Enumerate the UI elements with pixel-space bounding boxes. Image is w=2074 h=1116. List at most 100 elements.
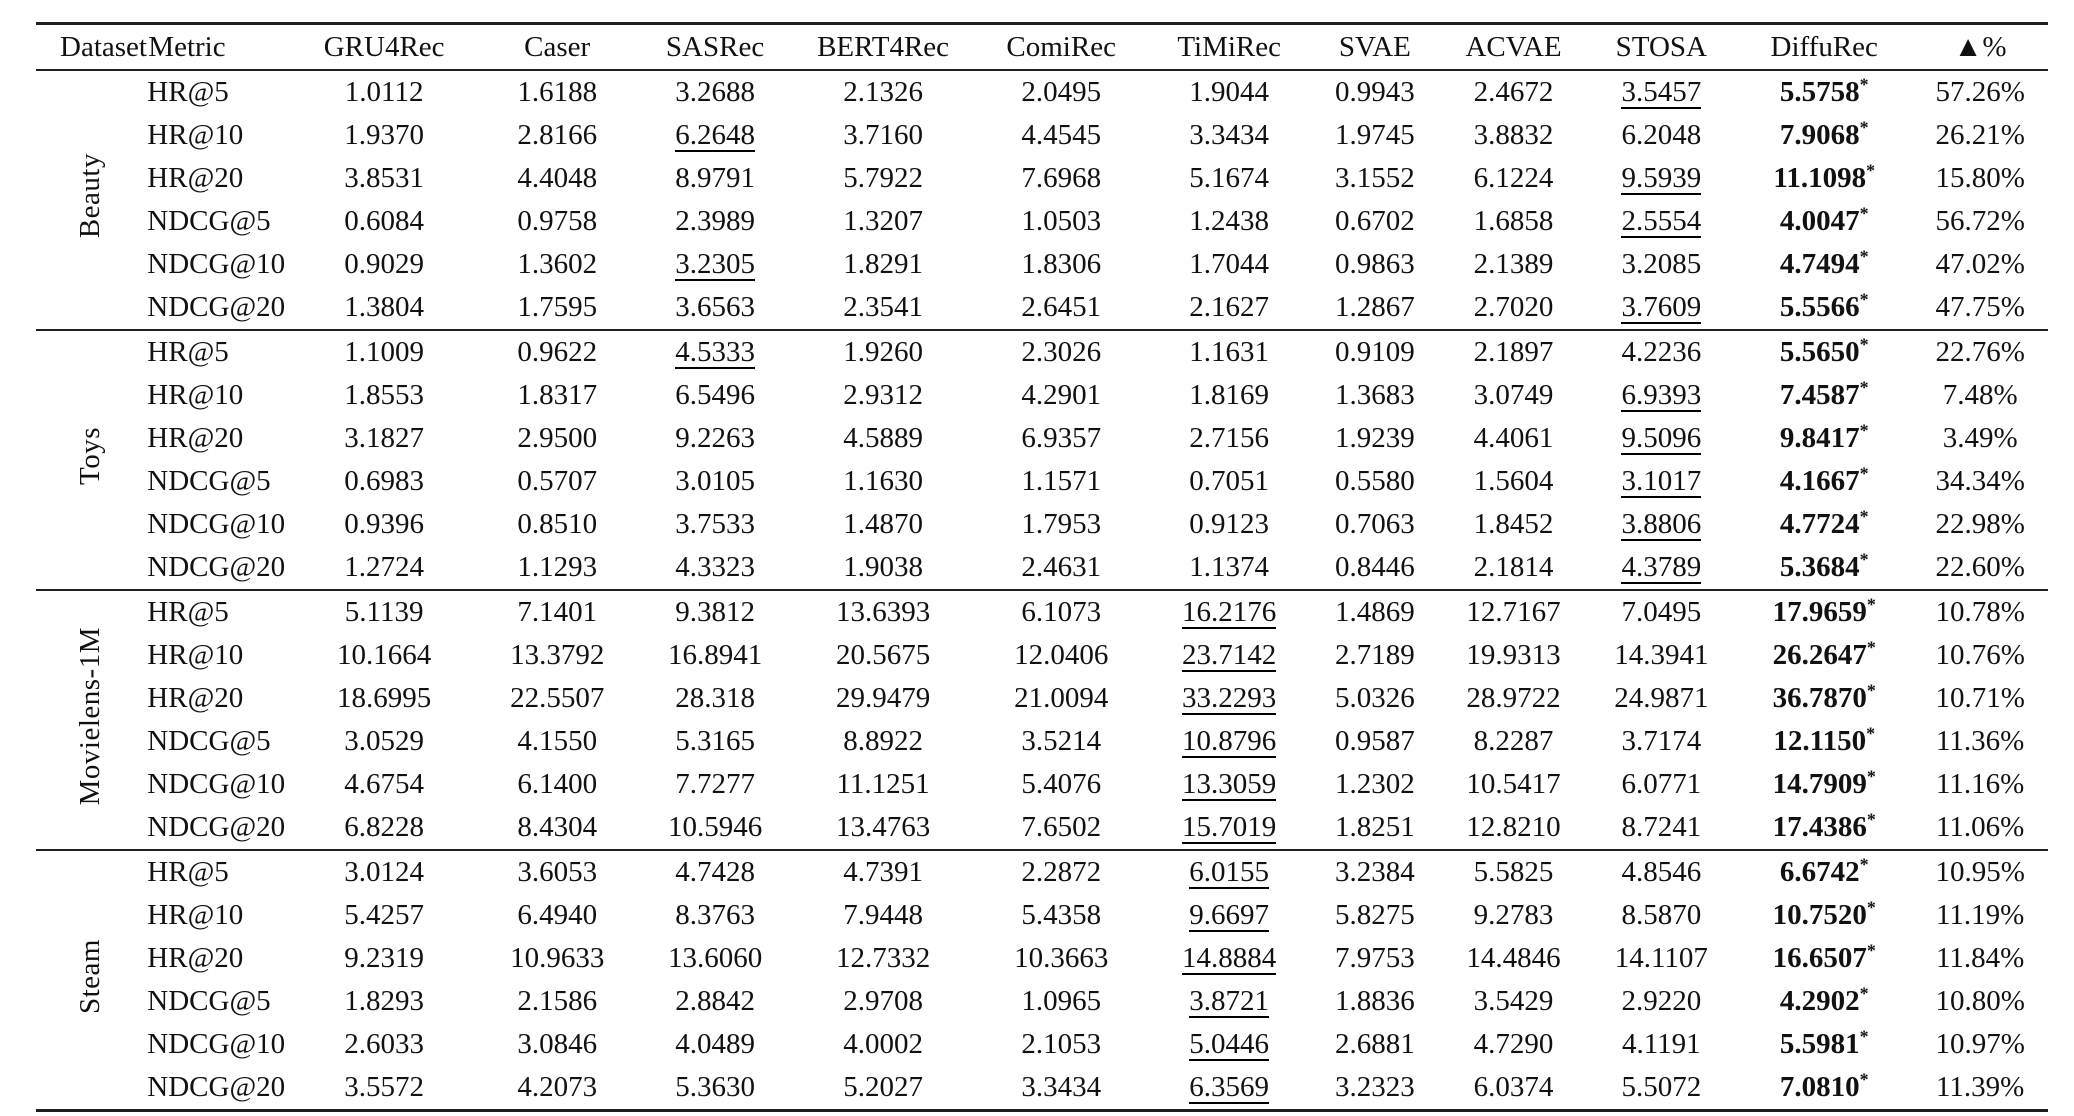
value: 3.5429 — [1473, 985, 1554, 1017]
value-cell: 1.7953 — [973, 503, 1149, 546]
value: 2.4631 — [1021, 551, 1102, 583]
improvement-cell: 47.02% — [1935, 248, 2025, 280]
best-value-cell: 4.7494* — [1736, 243, 1912, 286]
value: 7.1401 — [517, 596, 598, 628]
value: 28.318 — [675, 682, 755, 714]
value-cell: 24.9871 — [1586, 677, 1736, 720]
significance-marker: * — [1866, 897, 1876, 918]
value-cell: 16.8941 — [637, 634, 793, 677]
metric-cell: HR@5 — [147, 596, 229, 628]
improvement-cell: 22.60% — [1935, 551, 2025, 583]
value-cell: 1.9260 — [793, 330, 973, 374]
second-best-value: 16.2176 — [1182, 596, 1277, 629]
value: 4.4048 — [517, 162, 598, 194]
value-cell: 5.4076 — [973, 763, 1149, 806]
value: 1.9260 — [843, 336, 923, 368]
value: 1.2302 — [1335, 768, 1415, 800]
significance-marker: * — [1859, 289, 1869, 310]
second-best-value: 10.8796 — [1182, 725, 1277, 758]
table-row: NDCG@20 1.3804 1.7595 3.6563 2.3541 2.6451 2.1… — [36, 286, 2048, 330]
value-cell: 2.1814 — [1441, 546, 1587, 590]
value: 6.0374 — [1473, 1071, 1554, 1103]
table-row: HR@10 1.8553 1.8317 6.5496 2.9312 4.2901 1.816… — [36, 374, 2048, 417]
value-cell: 2.9500 — [477, 417, 637, 460]
value: 2.1897 — [1473, 336, 1554, 368]
table-row: HR@10 1.9370 2.8166 6.2648 3.7160 4.4545 3.343… — [36, 114, 2048, 157]
value: 12.0406 — [1014, 639, 1109, 671]
value: 21.0094 — [1014, 682, 1109, 714]
value: 5.3630 — [675, 1071, 755, 1103]
value-cell: 8.5870 — [1586, 894, 1736, 937]
value: 6.1073 — [1021, 596, 1102, 628]
value: 0.6702 — [1335, 205, 1415, 237]
value-cell: 5.4358 — [973, 894, 1149, 937]
value-cell: 3.2085 — [1586, 243, 1736, 286]
value: 6.8228 — [344, 811, 425, 843]
value-cell: 5.7922 — [793, 157, 973, 200]
value: 12.7167 — [1466, 596, 1561, 628]
second-best-value: 3.7609 — [1621, 291, 1702, 324]
value-cell: 16.2176 — [1149, 590, 1309, 634]
value: 3.0529 — [344, 725, 425, 757]
value: 12.7332 — [835, 942, 931, 974]
value: 0.9109 — [1335, 336, 1415, 368]
second-best-value: 3.5457 — [1621, 76, 1702, 109]
significance-marker: * — [1859, 246, 1869, 267]
value: 3.2323 — [1335, 1071, 1415, 1103]
value: 3.0749 — [1473, 379, 1554, 411]
value: 4.0489 — [675, 1028, 755, 1060]
value: 9.2319 — [344, 942, 425, 974]
value-cell: 3.7533 — [637, 503, 793, 546]
value-cell: 6.1224 — [1441, 157, 1587, 200]
best-value: 17.4386 — [1772, 811, 1867, 843]
table-row: NDCG@5 1.8293 2.1586 2.8842 2.9708 1.0965 3.87… — [36, 980, 2048, 1023]
second-best-value: 3.2305 — [675, 248, 755, 281]
table-row: NDCG@20 3.5572 4.2073 5.3630 5.2027 3.3434 6.3… — [36, 1066, 2048, 1111]
dataset-group-beauty: Beauty HR@5 1.0112 1.6188 3.2688 2.1326 2.0495… — [36, 70, 2048, 330]
value-cell: 0.6983 — [291, 460, 477, 503]
table-row: HR@20 9.2319 10.9633 13.6060 12.7332 10.3663 1… — [36, 937, 2048, 980]
best-value: 26.2647 — [1772, 639, 1867, 671]
value: 22.5507 — [510, 682, 605, 714]
best-value-cell: 12.1150* — [1736, 720, 1912, 763]
value: 5.7922 — [843, 162, 923, 194]
improvement-cell: 10.76% — [1935, 639, 2025, 671]
value: 3.2085 — [1621, 248, 1702, 280]
metric-cell: NDCG@10 — [147, 508, 286, 540]
best-value-cell: 5.5650* — [1736, 330, 1912, 374]
value: 5.2027 — [843, 1071, 923, 1103]
value-cell: 4.5889 — [793, 417, 973, 460]
value-cell: 6.0155 — [1149, 850, 1309, 894]
value: 29.9479 — [835, 682, 931, 714]
value-cell: 0.9109 — [1309, 330, 1441, 374]
value-cell: 5.5072 — [1586, 1066, 1736, 1111]
value: 5.0326 — [1335, 682, 1415, 714]
column-header-stosa: STOSA — [1615, 30, 1707, 63]
dataset-label: Toys — [74, 427, 107, 485]
value: 18.6995 — [337, 682, 432, 714]
value-cell: 14.1107 — [1586, 937, 1736, 980]
value: 1.3207 — [843, 205, 923, 237]
improvement-cell: 7.48% — [1942, 379, 2018, 411]
value: 2.9500 — [517, 422, 598, 454]
value-cell: 0.8446 — [1309, 546, 1441, 590]
second-best-value: 33.2293 — [1182, 682, 1277, 715]
value-cell: 6.9357 — [973, 417, 1149, 460]
best-value-cell: 14.7909* — [1736, 763, 1912, 806]
metric-cell: HR@10 — [147, 379, 244, 411]
value-cell: 3.2688 — [637, 70, 793, 114]
value: 6.0771 — [1621, 768, 1702, 800]
value: 10.9633 — [510, 942, 605, 974]
value-cell: 1.9044 — [1149, 70, 1309, 114]
best-value: 5.3684 — [1779, 551, 1860, 583]
value: 5.3165 — [675, 725, 755, 757]
value-cell: 1.7595 — [477, 286, 637, 330]
table-row: NDCG@5 0.6983 0.5707 3.0105 1.1630 1.1571 0.70… — [36, 460, 2048, 503]
best-value-cell: 5.3684* — [1736, 546, 1912, 590]
value: 1.9038 — [843, 551, 923, 583]
value-cell: 13.4763 — [793, 806, 973, 850]
table-row: Beauty HR@5 1.0112 1.6188 3.2688 2.1326 2.0495… — [36, 70, 2048, 238]
value: 0.9396 — [344, 508, 425, 540]
value-cell: 1.8291 — [793, 243, 973, 286]
value-cell: 3.0124 — [291, 850, 477, 894]
